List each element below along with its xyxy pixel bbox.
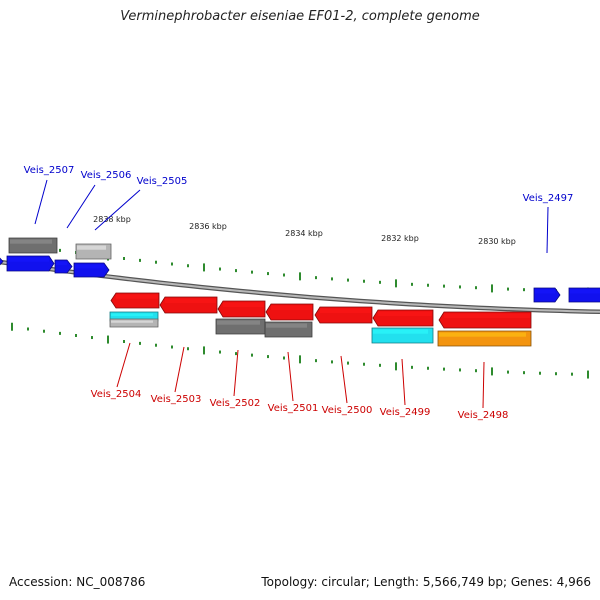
gene-label-reverse[interactable]: Veis_2500 (322, 405, 373, 416)
scale-label: 2836 kbp (189, 222, 227, 231)
leader-line (340, 355, 348, 404)
reverse-feature-highlight (111, 313, 153, 317)
leader-line (116, 342, 131, 388)
reverse-gene-highlight (223, 302, 264, 307)
gene-label-reverse[interactable]: Veis_2503 (151, 394, 202, 405)
gene-label-forward[interactable]: Veis_2497 (523, 193, 574, 204)
forward-gene-highlight (570, 289, 600, 294)
reverse-feature-highlight (111, 320, 153, 323)
leader-line (401, 358, 406, 406)
gene-label-reverse[interactable]: Veis_2504 (91, 389, 142, 400)
reverse-feature-highlight (373, 329, 428, 334)
leader-line (233, 349, 239, 397)
reverse-gene-highlight (271, 305, 312, 310)
gene-label-reverse[interactable]: Veis_2501 (268, 403, 319, 414)
scale-label: 2832 kbp (381, 234, 419, 243)
forward-gene-highlight (75, 264, 104, 269)
leader-line (287, 351, 294, 402)
gene-label-forward[interactable]: Veis_2505 (137, 176, 188, 187)
gene-label-forward[interactable]: Veis_2507 (24, 165, 75, 176)
reverse-feature-highlight (439, 332, 526, 337)
gene-label-reverse[interactable]: Veis_2498 (458, 410, 509, 421)
forward-feature-highlight (10, 239, 52, 244)
forward-gene[interactable] (0, 256, 4, 267)
accession-text: Accession: NC_008786 (9, 575, 146, 589)
reverse-gene-highlight (444, 313, 530, 318)
gene-label-forward[interactable]: Veis_2506 (81, 170, 132, 181)
reverse-feature[interactable] (109, 318, 159, 328)
scale-label: 2838 kbp (93, 215, 131, 224)
reverse-gene-highlight (320, 308, 371, 313)
leader-line (94, 189, 141, 231)
leader-line (546, 206, 549, 254)
gene-label-reverse[interactable]: Veis_2502 (210, 398, 261, 409)
reverse-feature-highlight (266, 323, 307, 328)
reverse-feature-highlight (217, 320, 260, 325)
leader-line (34, 179, 48, 225)
genome-summary-text: Topology: circular; Length: 5,566,749 bp… (261, 575, 591, 589)
forward-gene-highlight (8, 257, 49, 262)
forward-gene-highlight (56, 261, 67, 266)
leader-line (482, 361, 485, 409)
leader-line (66, 184, 96, 229)
scale-label: 2834 kbp (285, 229, 323, 238)
scale-label: 2830 kbp (478, 237, 516, 246)
map-title: Verminephrobacter eiseniae EF01-2, compl… (120, 9, 480, 24)
leader-line (174, 346, 185, 393)
forward-gene-highlight (535, 289, 555, 294)
reverse-gene-highlight (116, 294, 158, 299)
reverse-gene-highlight (165, 298, 216, 303)
gene-label-reverse[interactable]: Veis_2499 (380, 407, 431, 418)
forward-feature-highlight (77, 245, 106, 250)
reverse-gene-highlight (378, 311, 432, 316)
